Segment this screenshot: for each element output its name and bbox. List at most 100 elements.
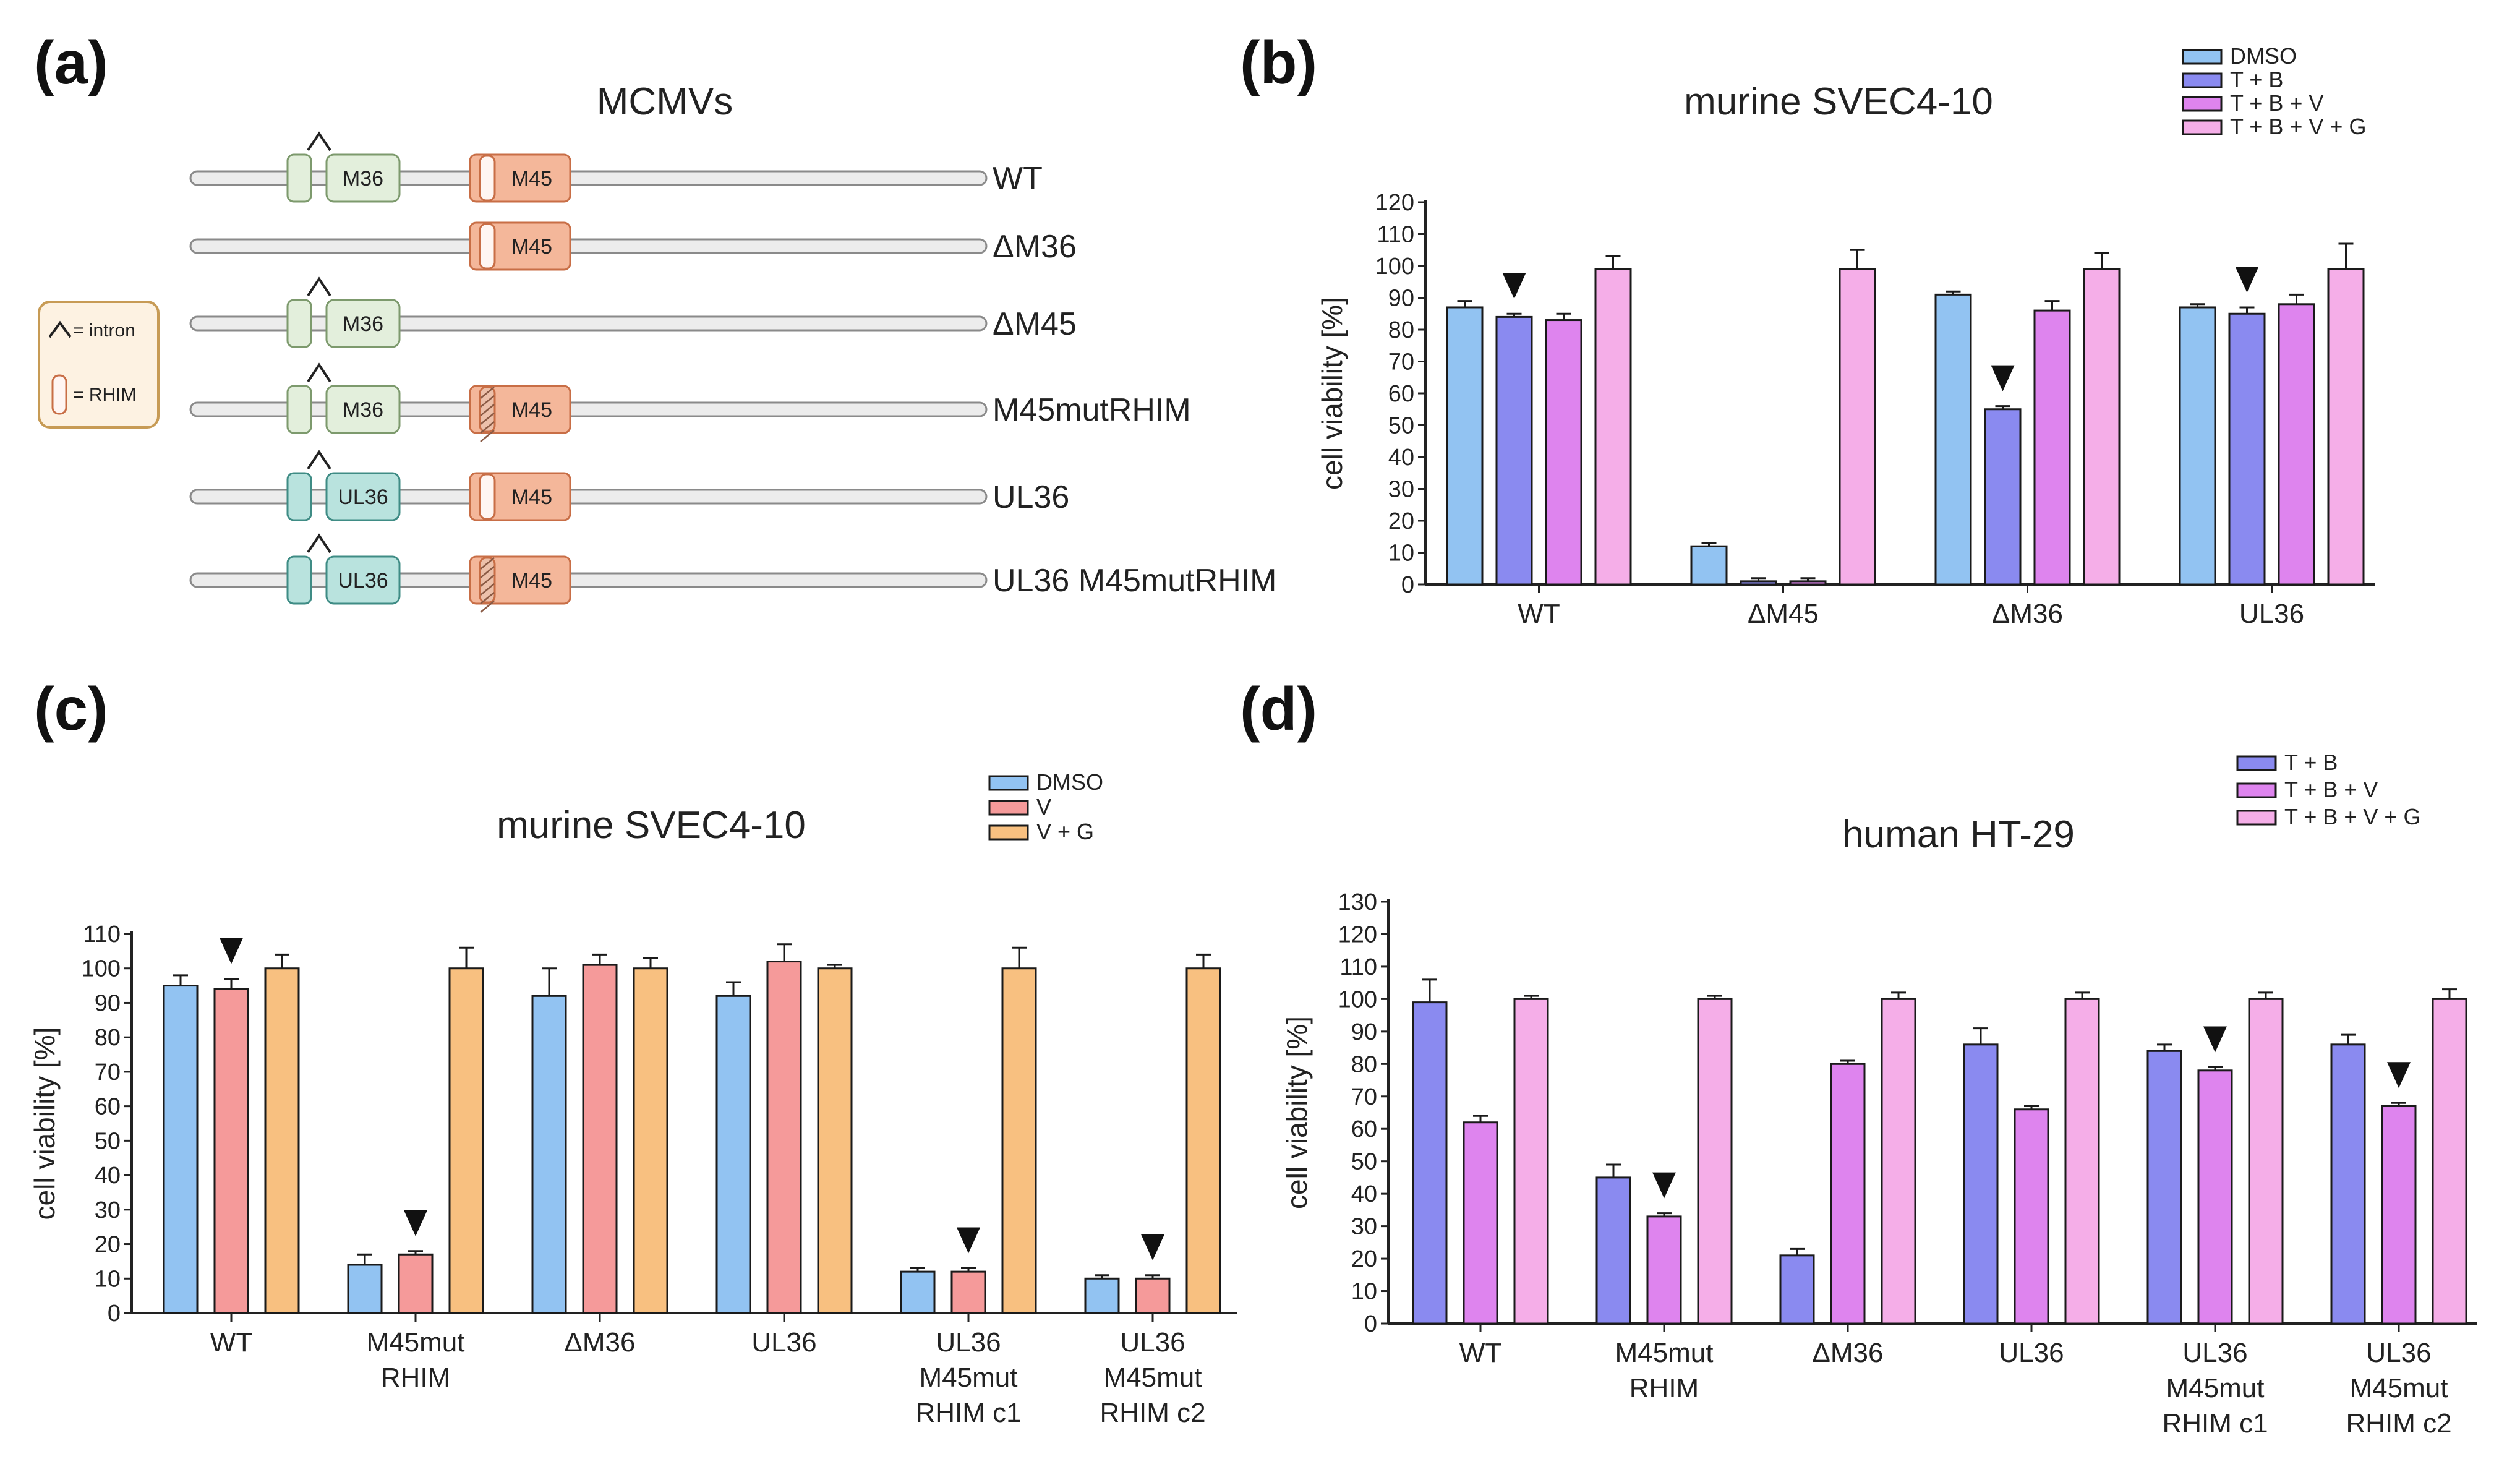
y-axis-label: cell viability [%]: [28, 1027, 61, 1220]
x-tick-label: WT: [210, 1327, 252, 1358]
y-tick-label: 0: [1364, 1311, 1377, 1337]
bar-t-b-v-g-m45mut-rhim: [1697, 998, 1733, 1325]
y-tick-label: 120: [1338, 922, 1377, 948]
diagram-title: MCMVs: [597, 80, 733, 123]
x-tick-label: ΔM36: [565, 1327, 636, 1358]
bar-v-ul36-m45mut-rhim-c2: [1135, 1277, 1171, 1314]
legend-label-t-b: T + B: [2230, 67, 2283, 92]
gene-block-ul36: [325, 472, 401, 521]
bar-dmso-ul36: [715, 995, 751, 1314]
panel-label-c: (c): [34, 675, 108, 743]
bar-dmso-ul36-m45mut-rhim-c1: [900, 1270, 936, 1314]
y-tick-label: 30: [1351, 1214, 1377, 1240]
rhim-icon: [479, 473, 496, 520]
gene-block-ul36: [325, 555, 401, 605]
bar-dmso-m45: [1690, 545, 1728, 586]
arrowhead-marker: [1991, 365, 2015, 391]
bar-t-b-v-wt: [1463, 1121, 1498, 1325]
legend-label-v: V: [1036, 794, 1051, 819]
construct-name: UL36 M45mutRHIM: [993, 563, 1276, 599]
legend-swatch-t-b: [2236, 755, 2277, 771]
bar-t-b-v-m36: [1830, 1063, 1866, 1325]
x-tick-label: ΔM36: [1813, 1338, 1884, 1368]
exon-block: [286, 472, 312, 521]
legend-label-t-b-v: T + B + V: [2284, 777, 2378, 802]
legend-label-v-g: V + G: [1036, 819, 1094, 844]
y-tick-label: 100: [82, 956, 121, 982]
x-tick-label: M45mut: [1615, 1338, 1714, 1368]
hatch-line: [480, 395, 495, 408]
gene-label: M45: [511, 167, 552, 190]
y-tick-label: 0: [1401, 572, 1414, 598]
gene-label: M45: [511, 235, 552, 259]
bar-t-b-v-g-m36: [2083, 268, 2121, 586]
gene-label: M45: [511, 569, 552, 593]
y-tick-label: 90: [1388, 286, 1414, 312]
legend-label-dmso: DMSO: [2230, 43, 2297, 69]
bar-t-b-ul36: [1963, 1043, 1999, 1325]
bar-t-b-v-g-ul36: [2064, 998, 2100, 1325]
y-tick-label: 50: [95, 1128, 121, 1154]
y-tick-label: 40: [95, 1163, 121, 1189]
gene-label: M45: [511, 398, 552, 422]
bar-t-b-v-ul36: [2014, 1108, 2049, 1325]
exon-block: [286, 385, 312, 434]
y-tick-label: 0: [108, 1301, 121, 1327]
legend-swatch-t-b-v-g: [2236, 810, 2277, 826]
x-tick-label: M45mut: [1104, 1363, 1202, 1393]
hatch-line: [480, 430, 495, 442]
x-tick-label: WT: [1518, 599, 1560, 629]
bar-t-b-ul36-m45mut-rhim-c2: [2330, 1043, 2366, 1325]
intron-icon: [307, 533, 331, 554]
gene-label: M36: [343, 398, 383, 422]
arrowhead-marker: [2387, 1062, 2411, 1089]
x-tick-label: UL36: [2239, 599, 2304, 629]
bar-v-ul36-m45mut-rhim-c1: [950, 1270, 986, 1314]
gene-label: M45: [511, 486, 552, 509]
hatch-line: [480, 413, 495, 425]
exon-block: [286, 299, 312, 348]
y-tick-label: 130: [1338, 889, 1377, 915]
chart-c: murine SVEC4-10 cell viability [%] 0 10 20 30…: [28, 769, 1237, 1428]
chart-b: murine SVEC4-10 cell viability [%] 0 10 20 30…: [1316, 43, 2375, 629]
panel-label-a: (a): [34, 28, 108, 96]
construct-name: WT: [993, 161, 1043, 197]
legend-swatch-t-b-v: [2236, 782, 2277, 798]
y-tick-label: 10: [95, 1266, 121, 1292]
rhim-icon: [479, 223, 496, 270]
y-tick-label: 120: [1375, 190, 1414, 216]
bar-t-b-v-ul36-m45mut-rhim-c2: [2381, 1105, 2417, 1325]
legend-swatch-v: [988, 800, 1029, 816]
hatch-line: [480, 404, 495, 416]
bar-v-g-ul36-m45mut-rhim-c2: [1185, 967, 1221, 1314]
y-tick-label: 20: [1351, 1246, 1377, 1272]
x-tick-label: UL36: [2182, 1338, 2247, 1368]
y-tick-label: 20: [95, 1232, 121, 1258]
bar-t-b-v-wt: [1545, 319, 1582, 586]
chart-title: murine SVEC4-10: [1684, 80, 1993, 123]
y-axis-label: cell viability [%]: [1281, 1016, 1313, 1209]
exon-block: [286, 555, 312, 605]
legend-label-t-b-v: T + B + V: [2230, 90, 2323, 116]
y-tick-label: 30: [95, 1197, 121, 1223]
bar-dmso-ul36-m45mut-rhim-c2: [1084, 1277, 1120, 1314]
gene-block-m36: [325, 385, 401, 434]
x-tick-label: UL36: [751, 1327, 816, 1358]
bar-dmso-m45mut-rhim: [347, 1264, 383, 1314]
arrowhead-marker: [2235, 266, 2259, 293]
construct-name: M45mutRHIM: [993, 392, 1191, 428]
x-tick-label: M45mut: [2166, 1373, 2265, 1403]
legend-swatch-t-b-v-g: [2182, 119, 2223, 135]
bar-t-b-m45: [1740, 580, 1777, 586]
y-tick-label: 90: [1351, 1019, 1377, 1045]
bar-dmso-m36: [1934, 293, 1972, 586]
bar-v-m36: [582, 964, 618, 1314]
construct-row-ul36-m45mutrhim: UL36 M45 UL36 M45mutRHIM: [189, 533, 1276, 613]
y-tick-label: 60: [1388, 381, 1414, 407]
y-tick-label: 110: [1377, 222, 1414, 248]
x-tick-label: ΔM36: [1992, 599, 2063, 629]
